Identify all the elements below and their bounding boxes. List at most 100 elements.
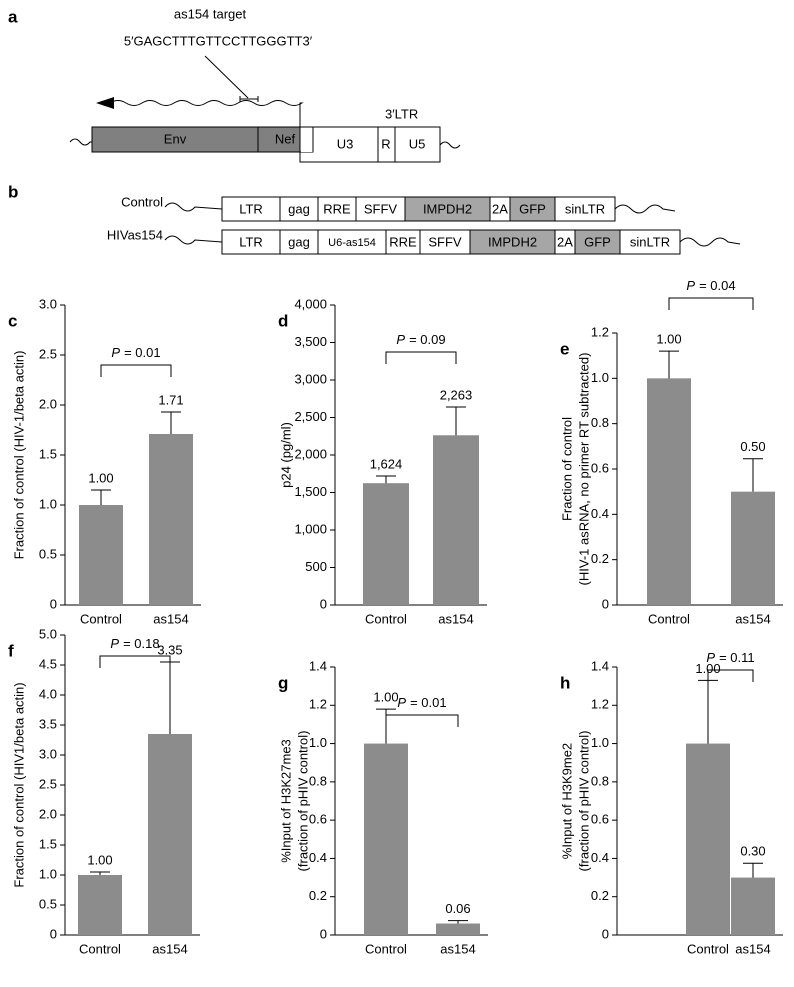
- segment-label: U6-as154: [328, 237, 376, 249]
- ltr-box: [299, 126, 441, 163]
- y-tick-label: 2,500: [294, 409, 327, 424]
- y-axis-label: Fraction of control (HIV1/beta actin): [11, 682, 26, 887]
- y-tick-label: 500: [305, 559, 327, 574]
- wave: [164, 202, 223, 212]
- segment-label: GFP: [584, 234, 611, 249]
- y-tick-label: 0.6: [591, 812, 609, 827]
- y-tick-label: 1.2: [309, 697, 327, 712]
- y-tick-label: 0: [320, 596, 327, 611]
- box-label: Nef: [275, 131, 296, 146]
- p-annotation: P = 0.01: [111, 345, 160, 360]
- x-tick-label: Control: [365, 941, 407, 956]
- p-annotation: P = 0.18: [110, 636, 159, 651]
- segment-label: SFFV: [364, 201, 398, 216]
- y-tick-label: 1,500: [294, 484, 327, 499]
- x-tick-label: as154: [152, 941, 187, 956]
- bar: [149, 434, 193, 605]
- y-tick-label: 0.2: [591, 888, 609, 903]
- p-bracket: [668, 297, 754, 310]
- y-axis-label: Fraction of control: [559, 417, 574, 521]
- x-tick-label: Control: [365, 611, 407, 626]
- segment-label: RRE: [389, 234, 417, 249]
- segment-label: IMPDH2: [423, 201, 472, 216]
- p-value: = 0.01: [124, 345, 161, 360]
- y-tick-label: 0.5: [39, 896, 57, 911]
- y-axis-label: p24 (pg/ml): [278, 422, 293, 488]
- segment-box: [469, 229, 556, 255]
- panel-letter: f: [8, 641, 14, 660]
- y-tick-label: 0: [602, 926, 609, 941]
- box-label: R: [381, 136, 390, 151]
- p-bracket: [385, 714, 459, 727]
- wave: [69, 138, 92, 146]
- segment-label: IMPDH2: [488, 234, 537, 249]
- y-tick-label: 1,000: [294, 521, 327, 536]
- ltr-label: 3′LTR: [385, 106, 418, 121]
- bar: [363, 483, 409, 605]
- y-tick-label: 2.5: [39, 346, 57, 361]
- p-value: = 0.04: [699, 278, 736, 293]
- row-label: Control: [121, 194, 163, 209]
- wave: [439, 141, 461, 149]
- p-value: = 0.18: [123, 636, 160, 651]
- segment-label: LTR: [239, 234, 263, 249]
- p-symbol: P: [396, 332, 405, 347]
- segment-label: gag: [288, 234, 310, 249]
- y-tick-label: 0.2: [309, 888, 327, 903]
- y-tick-label: 0.2: [591, 551, 609, 566]
- panel-letter: h: [560, 673, 570, 692]
- p-bracket: [385, 351, 457, 364]
- wave: [164, 235, 223, 245]
- p-value: = 0.01: [410, 695, 447, 710]
- x-tick-label: as154: [735, 941, 770, 956]
- x-tick-label: as154: [440, 941, 475, 956]
- y-tick-label: 0: [50, 596, 57, 611]
- y-tick-label: 3.0: [39, 296, 57, 311]
- bar: [647, 378, 691, 605]
- y-tick-label: 1.2: [591, 324, 609, 339]
- bar: [78, 875, 122, 935]
- segment-label: GFP: [519, 201, 546, 216]
- y-tick-label: 1.4: [309, 658, 327, 673]
- y-tick-label: 2.0: [39, 806, 57, 821]
- bar: [731, 491, 775, 605]
- p-symbol: P: [397, 695, 406, 710]
- box-label: U5: [409, 136, 426, 151]
- y-tick-label: 4.0: [39, 686, 57, 701]
- y-tick-label: 1.0: [309, 735, 327, 750]
- y-tick-label: 0: [320, 926, 327, 941]
- y-axis-label: (HIV-1 asRNA, no primer RT subtracted): [576, 353, 591, 586]
- value-label: 1.00: [87, 852, 112, 867]
- p-symbol: P: [110, 636, 119, 651]
- y-axis-label: (fraction of pHIV control): [576, 731, 591, 872]
- wave: [614, 204, 676, 214]
- bar: [148, 734, 192, 935]
- panel-letter: e: [560, 339, 569, 358]
- value-label: 2,263: [440, 387, 473, 402]
- segment-box: [509, 196, 556, 222]
- wave: [679, 237, 741, 247]
- p-bracket: [99, 655, 171, 668]
- y-tick-label: 1.5: [39, 446, 57, 461]
- p-symbol: P: [706, 650, 715, 665]
- value-label: 0.30: [740, 844, 765, 859]
- y-axis-label: (fraction of pHIV control): [295, 731, 310, 872]
- y-tick-label: 1.0: [591, 370, 609, 385]
- segment-box: [355, 196, 406, 222]
- segment-box: [279, 196, 319, 222]
- segment-label: sinLTR: [630, 234, 670, 249]
- p-bracket: [100, 364, 172, 377]
- y-tick-label: 4.5: [39, 656, 57, 671]
- y-tick-label: 5.0: [39, 626, 57, 641]
- x-tick-label: Control: [648, 611, 690, 626]
- segment-label: gag: [288, 201, 310, 216]
- y-tick-label: 0.4: [591, 506, 609, 521]
- x-tick-label: as154: [153, 611, 188, 626]
- value-label: 1.00: [88, 470, 113, 485]
- y-tick-label: 0.5: [39, 546, 57, 561]
- segment-box: [221, 196, 281, 222]
- x-tick-label: Control: [79, 941, 121, 956]
- x-tick-label: as154: [735, 611, 770, 626]
- y-axis-label: Fraction of control (HIV-1/beta actin): [11, 351, 26, 560]
- segment-box: [317, 229, 387, 255]
